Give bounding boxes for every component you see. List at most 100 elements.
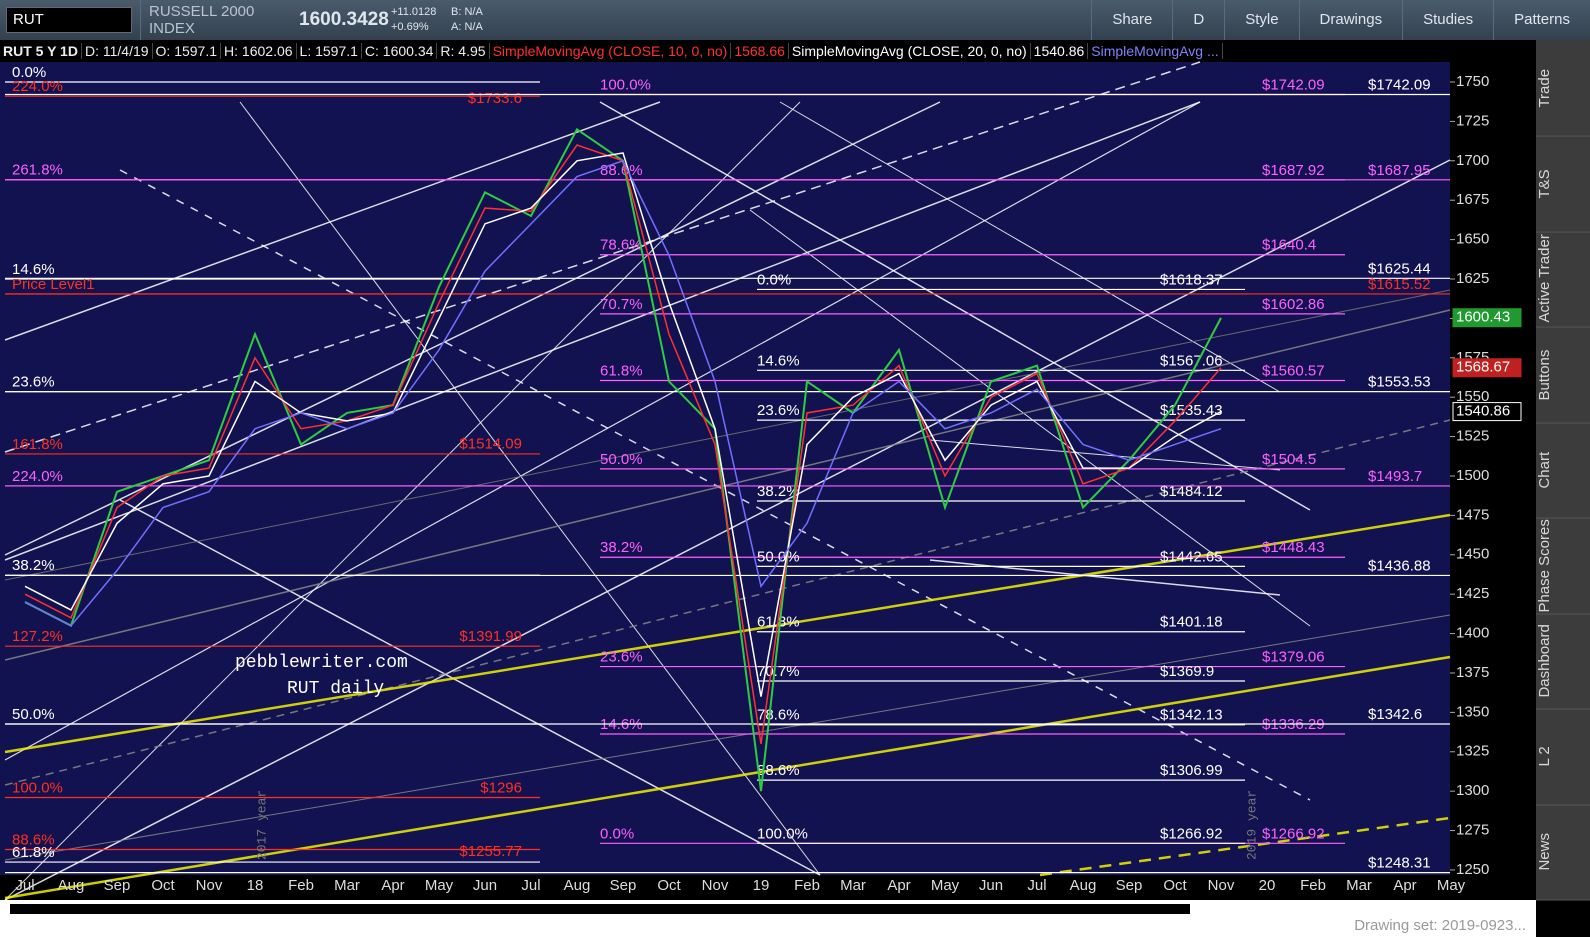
side-tab[interactable]: Active Trader bbox=[1536, 231, 1590, 328]
x-tick-label: Mar bbox=[840, 877, 866, 894]
side-tab[interactable]: Chart bbox=[1536, 422, 1590, 519]
series-line bbox=[24, 152, 1222, 697]
level-label: 0.0% bbox=[600, 825, 634, 842]
status-bar: Drawing set: 2019-0923... bbox=[0, 900, 1536, 937]
y-tick-label: 1625 bbox=[1456, 270, 1489, 287]
trend-line bbox=[1039, 816, 1451, 877]
level-label: 14.6% bbox=[757, 352, 800, 369]
change-pct: +0.69% bbox=[391, 21, 429, 33]
y-tick-label: 1275 bbox=[1456, 822, 1489, 839]
level-label: 70.7% bbox=[600, 296, 643, 313]
level-label: $1514.09 bbox=[459, 436, 522, 453]
trend-line bbox=[119, 169, 1311, 801]
level-price-label: $1504.5 bbox=[1262, 451, 1316, 468]
side-tab[interactable]: Phase Scores bbox=[1536, 517, 1590, 615]
trend-line bbox=[4, 655, 1451, 900]
trend-line bbox=[4, 513, 1451, 754]
drawing-set: Drawing set: 2019-0923... bbox=[1354, 917, 1526, 934]
price-axis-background bbox=[1450, 62, 1536, 875]
trend-line bbox=[4, 309, 1451, 661]
ohlc-field: H: 1602.06 bbox=[221, 43, 297, 59]
y-tick-label: 1550 bbox=[1456, 388, 1489, 405]
chart-header: RUT 5 Y 1D D: 11/4/19 O: 1597.1 H: 1602.06 L… bbox=[0, 40, 1450, 62]
toolbar-button[interactable]: Patterns bbox=[1493, 0, 1590, 40]
change-box: +11.0128 +0.69% bbox=[391, 5, 451, 35]
y-tick-label: 1300 bbox=[1456, 782, 1489, 799]
x-tick-label: Apr bbox=[381, 877, 404, 894]
x-tick-label: Nov bbox=[1208, 877, 1235, 894]
price-badge-label: 1540.86 bbox=[1456, 403, 1510, 420]
level-label: 100.0% bbox=[757, 825, 808, 842]
ask: A: N/A bbox=[451, 21, 483, 33]
side-tab[interactable]: L 2 bbox=[1536, 708, 1590, 806]
trend-line bbox=[929, 439, 1281, 471]
annotation: 2017 year bbox=[254, 790, 269, 860]
level-label: 14.6% bbox=[12, 261, 55, 278]
trend-line bbox=[4, 101, 1201, 761]
level-label: $1493.7 bbox=[1368, 468, 1422, 485]
level-label: 38.2% bbox=[12, 557, 55, 574]
trend-line bbox=[4, 61, 1201, 453]
side-tabs: Trade T&S Active Trader Buttons Chart Phase S… bbox=[1536, 40, 1590, 901]
level-label: $1553.53 bbox=[1368, 374, 1431, 391]
level-label: 224.0% bbox=[12, 468, 63, 485]
level-label: $1625.44 bbox=[1368, 260, 1431, 277]
level-price-label: $1306.99 bbox=[1160, 762, 1223, 779]
price-badge bbox=[1452, 358, 1522, 378]
x-tick-label: Sep bbox=[1116, 877, 1143, 894]
y-tick-label: 1500 bbox=[1456, 467, 1489, 484]
annotation: 2019 year bbox=[1244, 790, 1259, 860]
x-tick-label: Sep bbox=[610, 877, 637, 894]
x-tick-label: Nov bbox=[196, 877, 223, 894]
toolbar: RUT RUSSELL 2000 INDEX 1600.3428 +11.012… bbox=[0, 0, 1590, 40]
instrument-name: RUSSELL 2000 INDEX bbox=[149, 3, 255, 37]
toolbar-button[interactable]: Style bbox=[1224, 0, 1298, 40]
toolbar-button[interactable]: D bbox=[1172, 0, 1224, 40]
level-price-label: $1560.57 bbox=[1262, 363, 1325, 380]
level-label: 224.0% bbox=[12, 78, 63, 95]
y-tick-label: 1400 bbox=[1456, 625, 1489, 642]
x-tick-label: Feb bbox=[1300, 877, 1326, 894]
x-tick-label: 18 bbox=[247, 877, 264, 894]
level-price-label: $1379.06 bbox=[1262, 649, 1325, 666]
level-label: 61.8% bbox=[600, 363, 643, 380]
price-badge bbox=[1452, 308, 1522, 328]
level-label: 100.0% bbox=[12, 779, 63, 796]
x-tick-label: Oct bbox=[151, 877, 175, 894]
x-tick-label: May bbox=[931, 877, 960, 894]
level-label: $1391.99 bbox=[459, 628, 522, 645]
side-tab[interactable]: News bbox=[1536, 804, 1590, 901]
trend-line bbox=[4, 101, 941, 556]
quote-box: B: N/A A: N/A bbox=[451, 5, 511, 35]
annotation: pebblewriter.com bbox=[235, 653, 408, 673]
x-tick-label: Aug bbox=[1070, 877, 1097, 894]
level-label: 23.6% bbox=[12, 374, 55, 391]
trend-line bbox=[119, 499, 821, 876]
level-label: 88.6% bbox=[757, 762, 800, 779]
toolbar-button[interactable]: Drawings bbox=[1298, 0, 1403, 40]
study-value: 1568.66 bbox=[731, 43, 789, 59]
scrollbar[interactable] bbox=[10, 904, 1190, 914]
level-price-label: $1266.92 bbox=[1160, 825, 1223, 842]
toolbar-button[interactable]: Share bbox=[1091, 0, 1172, 40]
level-label: $1248.31 bbox=[1368, 855, 1431, 872]
level-label: $1342.6 bbox=[1368, 706, 1422, 723]
side-tab[interactable]: Trade bbox=[1536, 40, 1590, 137]
side-tab[interactable]: Dashboard bbox=[1536, 613, 1590, 710]
level-price-label: $1342.13 bbox=[1160, 707, 1223, 724]
x-tick-label: Jul bbox=[1027, 877, 1046, 894]
x-tick-label: Feb bbox=[794, 877, 820, 894]
ohlc-field: O: 1597.1 bbox=[152, 43, 222, 59]
level-label: $1296 bbox=[480, 779, 522, 796]
level-label: 70.7% bbox=[757, 663, 800, 680]
price-badge-label: 1600.43 bbox=[1456, 309, 1510, 326]
level-label: 0.0% bbox=[12, 64, 46, 81]
x-tick-label: Aug bbox=[564, 877, 591, 894]
level-label: 78.6% bbox=[600, 237, 643, 254]
level-label: 50.0% bbox=[600, 451, 643, 468]
y-tick-label: 1475 bbox=[1456, 506, 1489, 523]
toolbar-button[interactable]: Studies bbox=[1402, 0, 1493, 40]
side-tab[interactable]: Buttons bbox=[1536, 326, 1590, 424]
symbol-box[interactable]: RUT bbox=[6, 7, 132, 33]
side-tab[interactable]: T&S bbox=[1536, 135, 1590, 233]
